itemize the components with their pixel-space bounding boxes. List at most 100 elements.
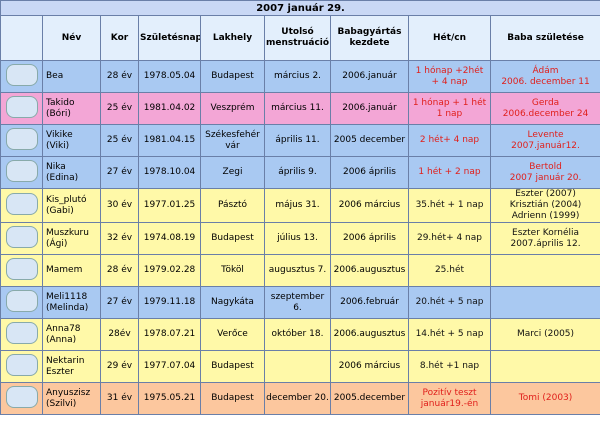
data-row: Meli1118 (Melinda) 27 év 1979.11.18 Nagykát… <box>0 286 600 319</box>
avatar-cell <box>0 350 43 383</box>
cell: 14.hét + 5 nap <box>408 318 491 351</box>
cell: Bertold 2007 január 20. <box>489 156 600 189</box>
cell: 2006 március <box>330 188 409 223</box>
cell: szeptember 6. <box>264 286 331 319</box>
data-row: Vikike (Viki) 25 év 1981.04.15 Székesfehér … <box>0 124 600 157</box>
cell: 2006.február <box>330 286 409 319</box>
cell: 25 év <box>100 92 139 125</box>
avatar-icon <box>5 289 38 312</box>
header-cell: Születésnap <box>138 15 201 61</box>
cell: Nagykáta <box>200 286 265 319</box>
cell: 1978.07.21 <box>138 318 201 351</box>
cell: 2006.január <box>330 60 409 93</box>
cell: április 11. <box>264 124 331 157</box>
header-icon-cell <box>0 15 43 61</box>
avatar-cell <box>0 92 43 125</box>
avatar-cell <box>0 222 43 255</box>
data-row: Nektarin Eszter 29 év 1977.07.04 Budapest 20… <box>0 350 600 383</box>
header-cell: Babagyártás kezdete <box>330 15 409 61</box>
cell: Kis_plutó (Gabi) <box>42 188 101 223</box>
cell: Nektarin Eszter <box>42 350 101 383</box>
cell: 28év <box>100 318 139 351</box>
cell: 28 év <box>100 60 139 93</box>
cell: Tomi (2003) <box>489 382 600 415</box>
cell: Székesfehér vár <box>200 124 265 157</box>
avatar-cell <box>0 254 43 287</box>
cell <box>489 254 600 287</box>
avatar-icon <box>5 321 38 344</box>
data-row: Muszkuru (Ági) 32 év 1974.08.19 Budapest júl… <box>0 222 600 255</box>
cell: 1978.05.04 <box>138 60 201 93</box>
cell: 1977.07.04 <box>138 350 201 383</box>
cell: 32 év <box>100 222 139 255</box>
cell: 1975.05.21 <box>138 382 201 415</box>
cell: Verőce <box>200 318 265 351</box>
cell <box>489 350 600 383</box>
cell: Nika (Edina) <box>42 156 101 189</box>
cell: 1979.02.28 <box>138 254 201 287</box>
cell: 35.hét + 1 nap <box>408 188 491 223</box>
cell <box>264 350 331 383</box>
cell: 29 év <box>100 350 139 383</box>
data-row: Bea 28 év 1978.05.04 Budapest március 2. 2006… <box>0 60 600 93</box>
cell: Tököl <box>200 254 265 287</box>
cell: Levente 2007.január12. <box>489 124 600 157</box>
data-row: Kis_plutó (Gabi) 30 év 1977.01.25 Pásztó máj… <box>0 188 600 223</box>
avatar-cell <box>0 188 43 223</box>
cell: 1 hét + 2 nap <box>408 156 491 189</box>
cell: 2006 március <box>330 350 409 383</box>
cell: 29.hét+ 4 nap <box>408 222 491 255</box>
cell: Takido (Bóri) <box>42 92 101 125</box>
table-body: 2007 január 29. Név Kor Születésnap Lakhely… <box>0 0 600 415</box>
header-row: Név Kor Születésnap Lakhely Utolsó menstruác… <box>0 15 600 61</box>
data-row: Anyuszisz (Szilvi) 31 év 1975.05.21 Budapes… <box>0 382 600 415</box>
cell: Mamem <box>42 254 101 287</box>
cell: augusztus 7. <box>264 254 331 287</box>
cell: 1981.04.02 <box>138 92 201 125</box>
cell: 2006.augusztus <box>330 254 409 287</box>
cell: 30 év <box>100 188 139 223</box>
cell: 2006 április <box>330 156 409 189</box>
header-cell: Hét/cn <box>408 15 491 61</box>
cell: Pozitív teszt január19.-én <box>408 382 491 415</box>
cell: 31 év <box>100 382 139 415</box>
cell: július 13. <box>264 222 331 255</box>
cell: 25 év <box>100 124 139 157</box>
header-cell: Név <box>42 15 101 61</box>
data-row: Anna78 (Anna) 28év 1978.07.21 Verőce október… <box>0 318 600 351</box>
cell: március 2. <box>264 60 331 93</box>
cell: 2006 április <box>330 222 409 255</box>
data-row: Nika (Edina) 27 év 1978.10.04 Zegi április 9… <box>0 156 600 189</box>
cell: Eszter (2007) Krisztián (2004) Adrienn (… <box>489 188 600 223</box>
avatar-icon <box>5 127 38 150</box>
header-cell: Lakhely <box>200 15 265 61</box>
cell: 27 év <box>100 286 139 319</box>
avatar-icon <box>5 159 38 182</box>
cell: október 18. <box>264 318 331 351</box>
cell <box>489 286 600 319</box>
avatar-cell <box>0 382 43 415</box>
cell: Budapest <box>200 382 265 415</box>
cell: Budapest <box>200 222 265 255</box>
cell: Anyuszisz (Szilvi) <box>42 382 101 415</box>
cell: március 11. <box>264 92 331 125</box>
cell: május 31. <box>264 188 331 223</box>
cell: 1981.04.15 <box>138 124 201 157</box>
header-cell: Kor <box>100 15 139 61</box>
header-cell: Baba születése <box>489 15 600 61</box>
cell: Marci (2005) <box>489 318 600 351</box>
cell: 2005 december <box>330 124 409 157</box>
cell: Budapest <box>200 350 265 383</box>
cell: Veszprém <box>200 92 265 125</box>
header-cell: Utolsó menstruáció <box>264 15 331 61</box>
pregnancy-table: 2007 január 29. Név Kor Születésnap Lakhely… <box>0 0 600 415</box>
cell: 2005.december <box>330 382 409 415</box>
cell: december 20. <box>264 382 331 415</box>
cell: 2 hét+ 4 nap <box>408 124 491 157</box>
cell: Zegi <box>200 156 265 189</box>
cell: 1977.01.25 <box>138 188 201 223</box>
cell: 1978.10.04 <box>138 156 201 189</box>
cell: 1974.08.19 <box>138 222 201 255</box>
avatar-icon <box>5 257 38 280</box>
cell: Budapest <box>200 60 265 93</box>
